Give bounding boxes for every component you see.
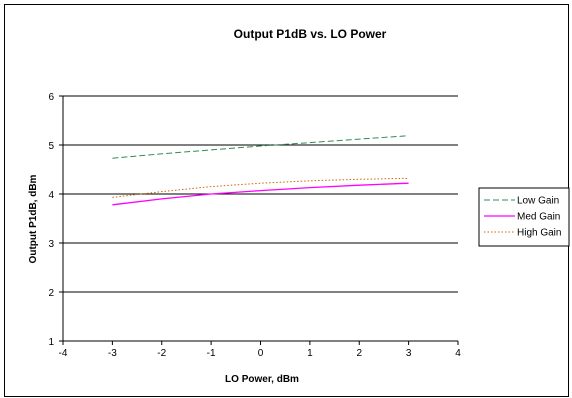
legend-label-low-gain: Low Gain <box>517 196 559 207</box>
x-tick-label-7: 3 <box>406 348 412 359</box>
y-axis-label: Output P1dB, dBm <box>28 174 39 263</box>
x-tick-label-5: 1 <box>307 348 313 359</box>
y-tick-label-2: 3 <box>48 239 54 250</box>
y-tick-label-1: 2 <box>48 288 54 299</box>
x-axis-label: LO Power, dBm <box>225 374 299 385</box>
x-tick-label-2: -2 <box>157 348 166 359</box>
chart-frame <box>4 4 569 397</box>
y-tick-label-5: 6 <box>48 92 54 103</box>
grid-lines <box>63 95 458 293</box>
y-tick-label-3: 4 <box>48 190 54 201</box>
x-tick-label-1: -3 <box>108 348 117 359</box>
x-tick-label-8: 4 <box>455 348 461 359</box>
x-tick-label-4: 0 <box>258 348 264 359</box>
y-tick-label-4: 5 <box>48 141 54 152</box>
x-tick-label-6: 2 <box>356 348 362 359</box>
legend-box <box>478 187 570 247</box>
axes <box>59 95 459 345</box>
series-line-low-gain <box>112 135 409 159</box>
legend: Low Gain Med Gain High Gain <box>478 187 570 247</box>
legend-label-med-gain: Med Gain <box>517 212 560 223</box>
x-tick-label-0: -4 <box>59 348 68 359</box>
legend-label-high-gain: High Gain <box>517 228 561 239</box>
chart-title: Output P1dB vs. LO Power <box>234 27 387 41</box>
series-lines <box>112 135 409 206</box>
series-line-high-gain <box>112 177 409 198</box>
series-line-med-gain <box>112 182 409 206</box>
x-tick-label-3: -1 <box>207 348 216 359</box>
y-tick-label-0: 1 <box>48 337 54 348</box>
tick-labels: 1 2 3 4 5 6 -4 -3 -2 -1 0 1 2 3 4 <box>48 92 461 359</box>
